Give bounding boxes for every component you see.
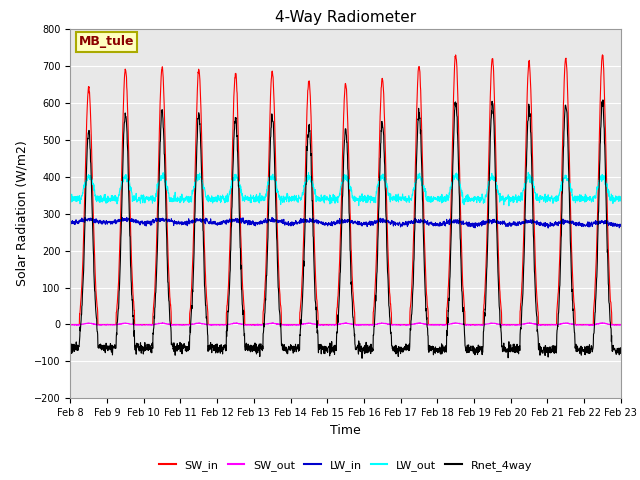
LW_out (374, 183, 381, 189)
LW_in (506, 222, 513, 228)
Rnet_4way (358, 355, 366, 361)
SW_out (159, 320, 166, 325)
SW_in (67, 322, 74, 327)
Line: SW_out: SW_out (70, 323, 621, 325)
LW_in (220, 218, 228, 224)
SW_out (584, 322, 591, 328)
LW_out (220, 197, 228, 203)
LW_in (584, 219, 592, 225)
Rnet_4way (506, 347, 513, 353)
SW_out (362, 322, 369, 327)
LW_in (569, 220, 577, 226)
SW_in (374, 223, 381, 228)
LW_in (123, 215, 131, 220)
SW_in (568, 262, 576, 268)
LW_out (617, 197, 625, 203)
Text: MB_tule: MB_tule (79, 36, 134, 48)
SW_in (362, 322, 369, 327)
SW_out (506, 322, 513, 328)
Rnet_4way (374, 251, 381, 257)
LW_out (505, 203, 513, 209)
Rnet_4way (362, 350, 369, 356)
LW_out (506, 197, 513, 203)
LW_in (374, 219, 381, 225)
LW_out (584, 196, 592, 202)
LW_in (617, 222, 625, 228)
LW_out (569, 197, 577, 203)
Line: LW_in: LW_in (70, 217, 621, 228)
SW_out (220, 322, 228, 328)
LW_in (67, 220, 74, 226)
SW_in (617, 322, 625, 327)
Title: 4-Way Radiometer: 4-Way Radiometer (275, 10, 416, 25)
LW_out (67, 195, 74, 201)
Rnet_4way (599, 97, 607, 103)
Rnet_4way (67, 344, 74, 350)
SW_out (586, 323, 594, 328)
SW_out (617, 322, 625, 328)
SW_out (568, 321, 576, 327)
Line: SW_in: SW_in (70, 55, 621, 324)
Legend: SW_in, SW_out, LW_in, LW_out, Rnet_4way: SW_in, SW_out, LW_in, LW_out, Rnet_4way (155, 456, 536, 476)
SW_out (374, 321, 381, 326)
LW_out (524, 169, 532, 175)
Rnet_4way (220, 343, 228, 348)
LW_in (544, 225, 552, 231)
Y-axis label: Solar Radiation (W/m2): Solar Radiation (W/m2) (15, 141, 29, 287)
SW_in (220, 322, 228, 327)
Rnet_4way (568, 297, 576, 303)
SW_in (584, 322, 591, 327)
LW_out (362, 197, 369, 203)
Line: LW_out: LW_out (70, 172, 621, 206)
Line: Rnet_4way: Rnet_4way (70, 100, 621, 358)
Rnet_4way (617, 345, 625, 350)
X-axis label: Time: Time (330, 424, 361, 437)
SW_in (506, 322, 513, 327)
LW_in (362, 222, 369, 228)
Rnet_4way (584, 350, 591, 356)
SW_in (598, 52, 606, 58)
SW_out (67, 322, 74, 328)
